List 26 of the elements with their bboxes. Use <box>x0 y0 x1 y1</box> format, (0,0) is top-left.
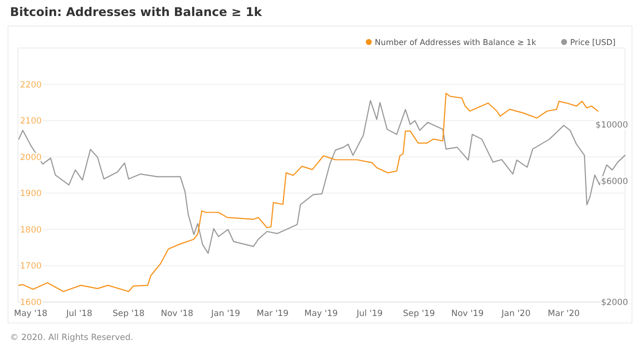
y-tick-label: 2200 <box>20 80 42 90</box>
legend-label: Number of Addresses with Balance ≥ 1k <box>374 38 537 47</box>
y2-tick-label: $10000 <box>596 120 628 130</box>
line-series <box>18 100 626 254</box>
chart-title: Bitcoin: Addresses with Balance ≥ 1k <box>10 5 263 19</box>
y-tick-label: 1900 <box>20 189 42 200</box>
x-tick-label: Mar '20 <box>548 309 580 319</box>
text: © 2020. All Rights Reserved. <box>10 333 134 343</box>
y-tick-label: 2100 <box>20 116 42 127</box>
x-tick-label: Jul '18 <box>65 309 92 319</box>
x-tick-label: May '18 <box>14 309 48 319</box>
y2-tick-label: $2000 <box>600 298 628 308</box>
legend-label: Price [USD] <box>570 38 616 47</box>
x-tick-label: Nov '19 <box>451 309 484 319</box>
y-tick-label: 1800 <box>20 225 42 236</box>
y-tick-label: 1600 <box>20 298 42 308</box>
x-tick-label: May '19 <box>304 309 338 319</box>
x-tick-label: Nov '18 <box>160 309 194 319</box>
x-tick-label: Jul '19 <box>356 309 383 319</box>
y2-tick-label: $6000 <box>600 176 628 187</box>
x-tick-label: Jan '20 <box>500 309 530 319</box>
y-tick-label: 1700 <box>20 262 42 272</box>
x-tick-label: Jan '19 <box>210 309 240 319</box>
x-tick-label: Sep '19 <box>403 309 435 319</box>
x-tick-label: Sep '18 <box>112 309 145 319</box>
x-tick-label: Mar '19 <box>256 309 289 319</box>
